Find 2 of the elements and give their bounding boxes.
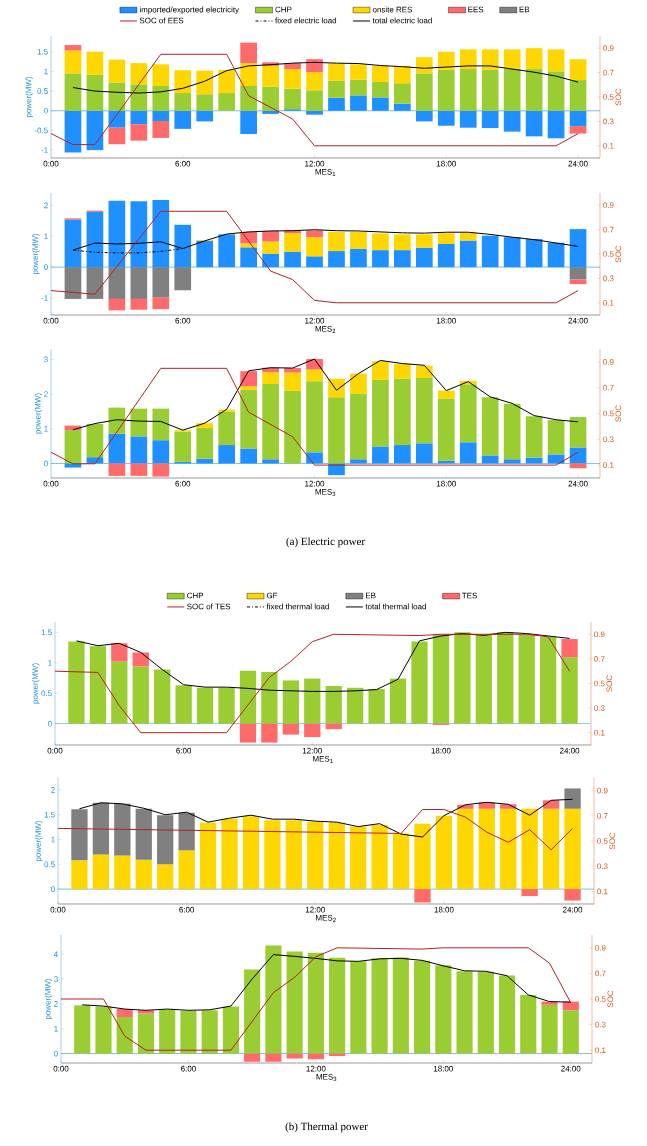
text: (a) Electric power <box>286 537 365 548</box>
text: (b) Thermal power <box>285 1122 368 1133</box>
